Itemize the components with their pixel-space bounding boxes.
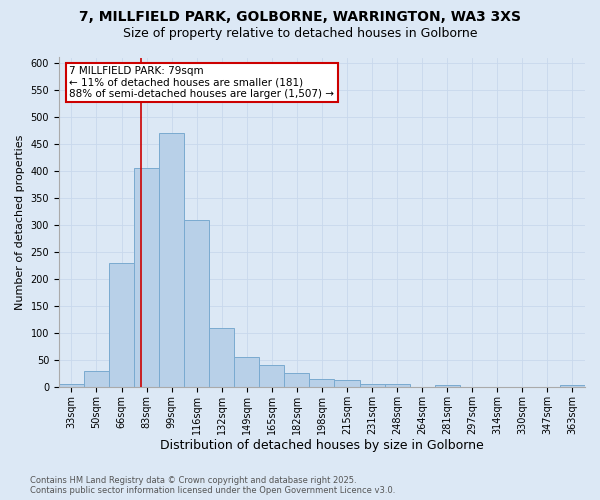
Bar	[209, 328, 234, 387]
Text: Size of property relative to detached houses in Golborne: Size of property relative to detached ho…	[123, 28, 477, 40]
Bar	[359, 384, 385, 387]
Bar	[560, 386, 585, 387]
Text: 7, MILLFIELD PARK, GOLBORNE, WARRINGTON, WA3 3XS: 7, MILLFIELD PARK, GOLBORNE, WARRINGTON,…	[79, 10, 521, 24]
Bar	[310, 379, 334, 387]
Bar	[234, 357, 259, 387]
Bar	[434, 386, 460, 387]
Bar	[184, 220, 209, 387]
Text: 7 MILLFIELD PARK: 79sqm
← 11% of detached houses are smaller (181)
88% of semi-d: 7 MILLFIELD PARK: 79sqm ← 11% of detache…	[70, 66, 334, 99]
Y-axis label: Number of detached properties: Number of detached properties	[15, 134, 25, 310]
Bar	[259, 366, 284, 387]
Text: Contains HM Land Registry data © Crown copyright and database right 2025.
Contai: Contains HM Land Registry data © Crown c…	[30, 476, 395, 495]
Bar	[59, 384, 84, 387]
Bar	[84, 370, 109, 387]
X-axis label: Distribution of detached houses by size in Golborne: Distribution of detached houses by size …	[160, 440, 484, 452]
Bar	[159, 133, 184, 387]
Bar	[109, 262, 134, 387]
Bar	[334, 380, 359, 387]
Bar	[385, 384, 410, 387]
Bar	[134, 168, 159, 387]
Bar	[284, 374, 310, 387]
